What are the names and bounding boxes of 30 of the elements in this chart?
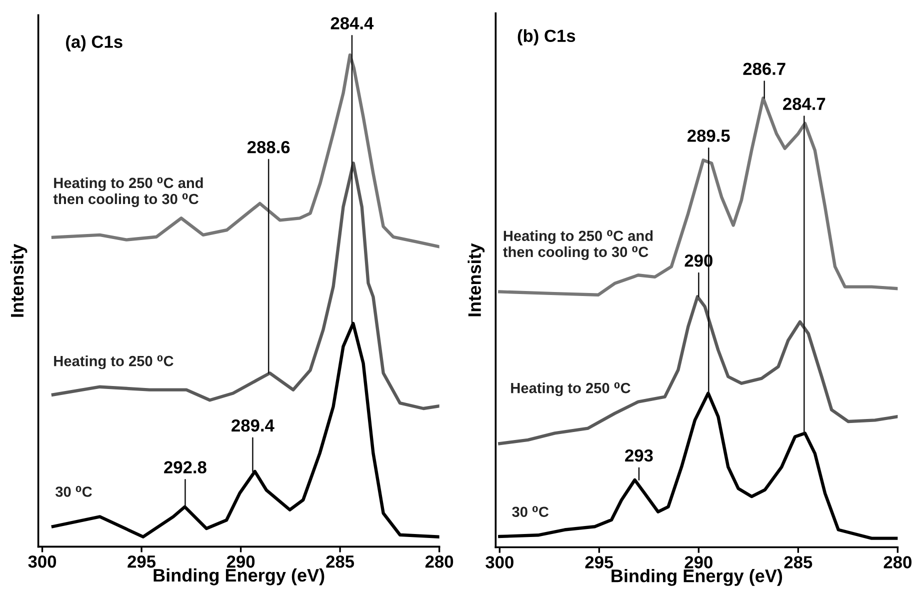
x-tick-label: 300	[486, 556, 514, 568]
x-tick-label: 285	[326, 555, 354, 568]
annotation: 288.6	[247, 141, 290, 154]
chart-title: (b) C1s	[518, 29, 576, 46]
x-tick-label: 295	[585, 556, 614, 568]
y-axis-title: Intensity	[468, 243, 485, 316]
annotation: 289.5	[688, 130, 730, 142]
x-axis-title: Binding Energy (eV)	[154, 568, 324, 586]
x-tick-label: 280	[884, 556, 912, 568]
annotation: 289.4	[232, 419, 274, 432]
series-label: Heating to 250 ⁰C and then cooling to 30 ⁰C	[503, 230, 653, 260]
series-label: 30 ⁰C	[55, 486, 92, 497]
series-label: 30 ⁰C	[512, 506, 549, 518]
x-axis-title: Binding Energy (eV)	[612, 569, 782, 586]
series-label: Heating to 250 ⁰C and then cooling to 30 ⁰C	[53, 177, 203, 208]
x-tick-label: 280	[425, 555, 454, 568]
x-tick-label: 300	[28, 555, 56, 568]
annotation: 284.7	[783, 98, 826, 110]
x-tick-label: 285	[784, 556, 812, 568]
annotation: 284.4	[330, 17, 374, 30]
annotation: 286.7	[743, 62, 786, 75]
x-tick-label: 290	[684, 556, 712, 568]
y-axis-title: Intensity	[10, 244, 28, 317]
annotation: 292.8	[164, 461, 206, 474]
x-tick-label: 290	[226, 555, 255, 568]
series-label: Heating to 250 ⁰C	[511, 382, 630, 396]
series-label: Heating to 250 ⁰C	[54, 355, 174, 370]
x-tick-label: 295	[128, 555, 156, 568]
chart-title: (a) C1s	[66, 35, 122, 52]
annotation: 293	[625, 449, 653, 462]
